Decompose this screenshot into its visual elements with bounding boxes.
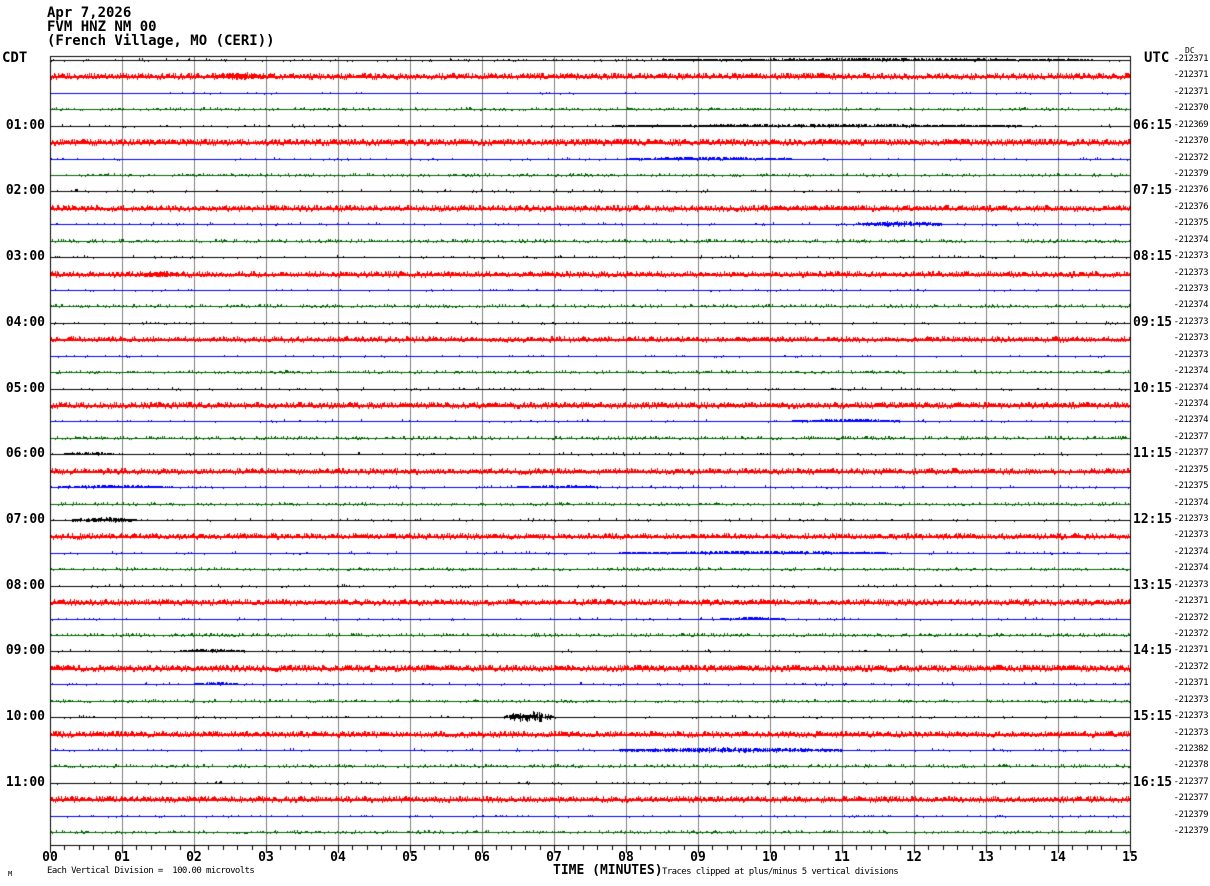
dc-offset-value: -212382 [1173, 744, 1209, 754]
dc-offset-value: -212376 [1173, 185, 1209, 195]
dc-offset-value: -212373 [1173, 711, 1209, 721]
cdt-hour-label: 04:00 [5, 315, 45, 330]
dc-offset-value: -212373 [1173, 284, 1209, 294]
cdt-hour-label: 02:00 [5, 183, 45, 198]
dc-offset-value: -212372 [1173, 629, 1209, 639]
left-axis-header: CDT [2, 50, 28, 66]
dc-offset-value: -212374 [1173, 235, 1209, 245]
clip-note: Traces clipped at plus/minus 5 vertical … [662, 867, 899, 877]
dc-offset-value: -212371 [1173, 54, 1209, 64]
x-tick-label: 02 [186, 850, 202, 865]
x-axis-title: TIME (MINUTES) [553, 863, 663, 878]
utc-hour-label: 10:15 [1133, 381, 1173, 396]
utc-hour-label: 06:15 [1133, 118, 1173, 133]
utc-hour-label: 08:15 [1133, 249, 1173, 264]
x-tick-label: 05 [402, 850, 418, 865]
dc-offset-value: -212374 [1173, 547, 1209, 557]
cdt-hour-label: 10:00 [5, 709, 45, 724]
dc-tag-label: DC [1185, 46, 1195, 55]
dc-offset-value: -212374 [1173, 300, 1209, 310]
dc-offset-value: -212377 [1173, 777, 1209, 787]
vertical-division-note: Each Vertical Division = 100.00 microvol… [47, 866, 255, 876]
x-tick-label: 04 [330, 850, 346, 865]
dc-offset-value: -212373 [1173, 268, 1209, 278]
x-tick-label: 15 [1122, 850, 1138, 865]
x-tick-label: 11 [834, 850, 850, 865]
corner-mark: M [8, 870, 13, 878]
x-tick-label: 09 [690, 850, 706, 865]
dc-offset-value: -212379 [1173, 169, 1209, 179]
dc-offset-value: -212374 [1173, 366, 1209, 376]
x-tick-label: 01 [114, 850, 130, 865]
x-tick-label: 06 [474, 850, 490, 865]
utc-hour-label: 12:15 [1133, 512, 1173, 527]
dc-offset-value: -212371 [1173, 678, 1209, 688]
x-tick-label: 12 [906, 850, 922, 865]
dc-offset-value: -212371 [1173, 87, 1209, 97]
dc-offset-value: -212374 [1173, 383, 1209, 393]
dc-offset-value: -212373 [1173, 251, 1209, 261]
dc-offset-value: -212374 [1173, 399, 1209, 409]
dc-offset-value: -212378 [1173, 760, 1209, 770]
title-station-name: (French Village, MO (CERI)) [47, 33, 275, 49]
utc-hour-label: 16:15 [1133, 775, 1173, 790]
dc-offset-value: -212371 [1173, 596, 1209, 606]
dc-offset-value: -212371 [1173, 70, 1209, 80]
cdt-hour-label: 01:00 [5, 118, 45, 133]
dc-offset-value: -212373 [1173, 580, 1209, 590]
dc-offset-value: -212379 [1173, 810, 1209, 820]
dc-offset-value: -212374 [1173, 415, 1209, 425]
title-date: Apr 7,2026 [47, 5, 132, 21]
utc-hour-label: 09:15 [1133, 315, 1173, 330]
dc-offset-value: -212373 [1173, 695, 1209, 705]
dc-offset-value: -212373 [1173, 514, 1209, 524]
utc-hour-label: 15:15 [1133, 709, 1173, 724]
right-axis-header: UTC [1144, 50, 1170, 66]
x-tick-label: 13 [978, 850, 994, 865]
cdt-hour-label: 07:00 [5, 512, 45, 527]
dc-offset-value: -212377 [1173, 448, 1209, 458]
utc-hour-label: 14:15 [1133, 643, 1173, 658]
dc-offset-value: -212379 [1173, 826, 1209, 836]
dc-offset-value: -212375 [1173, 465, 1209, 475]
cdt-hour-label: 11:00 [5, 775, 45, 790]
x-tick-label: 08 [618, 850, 634, 865]
dc-offset-value: -212376 [1173, 202, 1209, 212]
dc-offset-value: -212373 [1173, 350, 1209, 360]
dc-offset-value: -212374 [1173, 498, 1209, 508]
x-tick-label: 10 [762, 850, 778, 865]
x-tick-label: 03 [258, 850, 274, 865]
x-tick-label: 14 [1050, 850, 1066, 865]
dc-offset-value: -212373 [1173, 530, 1209, 540]
dc-offset-value: -212375 [1173, 218, 1209, 228]
dc-offset-value: -212369 [1173, 120, 1209, 130]
dc-offset-value: -212373 [1173, 333, 1209, 343]
dc-offset-value: -212370 [1173, 103, 1209, 113]
dc-offset-value: -212373 [1173, 728, 1209, 738]
dc-offset-value: -212370 [1173, 136, 1209, 146]
utc-hour-label: 07:15 [1133, 183, 1173, 198]
dc-offset-value: -212374 [1173, 563, 1209, 573]
dc-offset-value: -212371 [1173, 645, 1209, 655]
cdt-hour-label: 05:00 [5, 381, 45, 396]
utc-hour-label: 13:15 [1133, 578, 1173, 593]
title-station: FVM HNZ NM 00 [47, 19, 157, 35]
cdt-hour-label: 06:00 [5, 446, 45, 461]
dc-offset-value: -212373 [1173, 317, 1209, 327]
x-tick-label: 00 [42, 850, 58, 865]
dc-offset-value: -212372 [1173, 153, 1209, 163]
dc-offset-value: -212377 [1173, 432, 1209, 442]
cdt-hour-label: 03:00 [5, 249, 45, 264]
cdt-hour-label: 08:00 [5, 578, 45, 593]
dc-offset-value: -212377 [1173, 793, 1209, 803]
x-tick-label: 07 [546, 850, 562, 865]
dc-offset-value: -212372 [1173, 662, 1209, 672]
dc-offset-value: -212375 [1173, 481, 1209, 491]
cdt-hour-label: 09:00 [5, 643, 45, 658]
utc-hour-label: 11:15 [1133, 446, 1173, 461]
dc-offset-value: -212372 [1173, 613, 1209, 623]
